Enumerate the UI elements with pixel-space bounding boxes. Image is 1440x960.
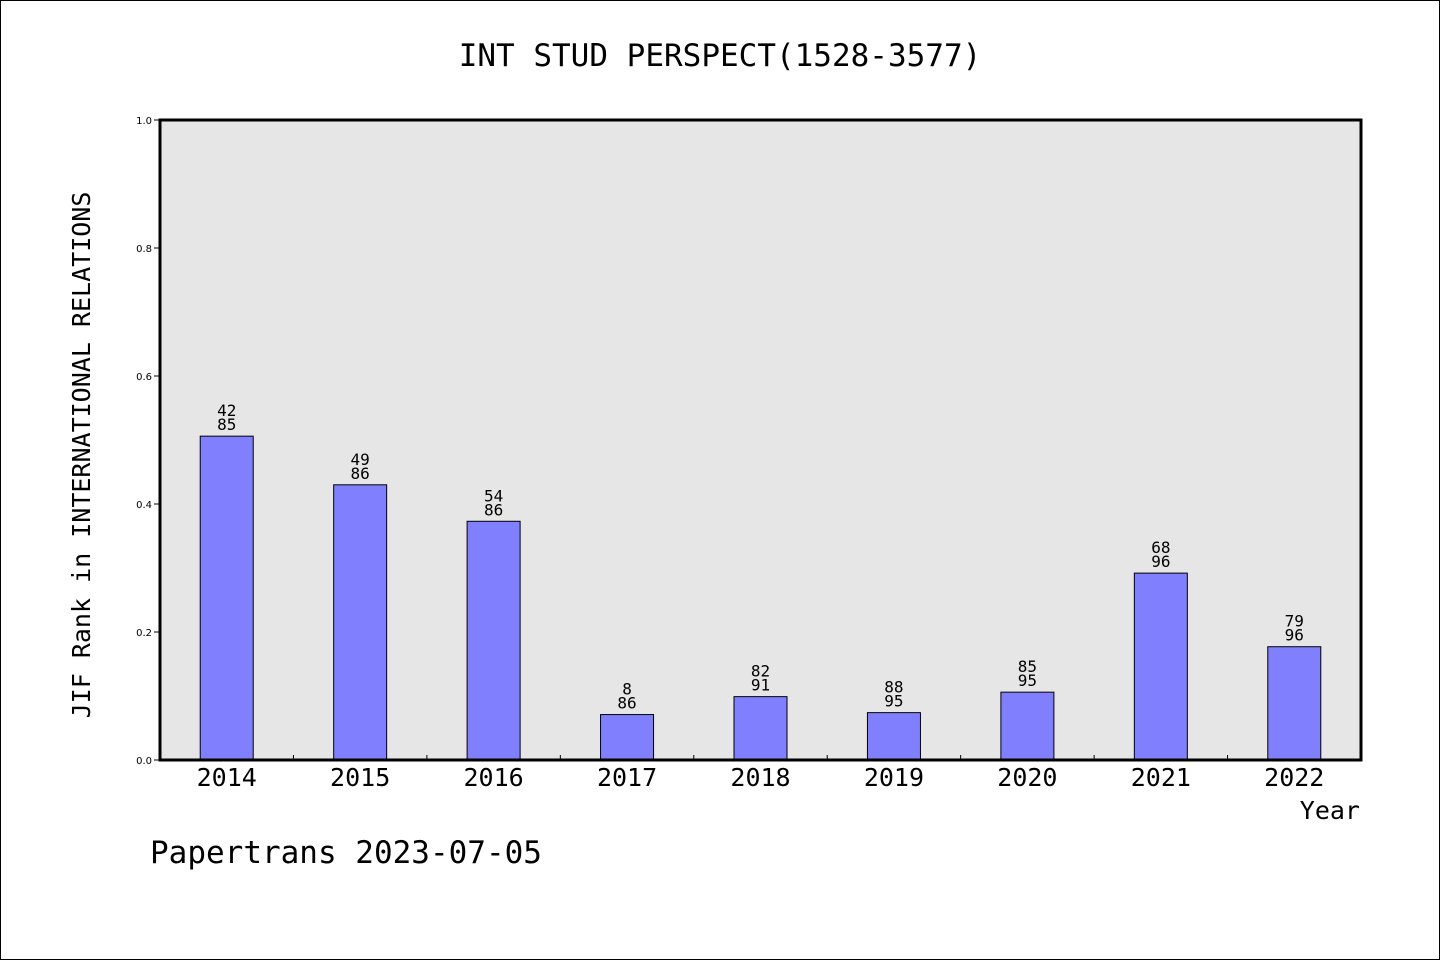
bar-label-total: 96 — [1285, 626, 1304, 645]
x-tick-label: 2018 — [730, 763, 790, 792]
chart-title: INT STUD PERSPECT(1528-3577) — [459, 38, 982, 74]
bar-label-total: 95 — [1018, 671, 1037, 690]
bar-label-total: 95 — [884, 692, 903, 711]
bar-label-total: 91 — [751, 676, 770, 695]
y-tick-label: 0.2 — [136, 628, 152, 639]
bar-label-total: 85 — [217, 415, 236, 434]
bar-label-rank: 85 — [1018, 657, 1037, 676]
bar-label-total: 86 — [484, 500, 503, 519]
bar-label-rank: 82 — [751, 662, 770, 681]
bar-label-rank: 54 — [484, 486, 503, 505]
x-tick-label: 2015 — [330, 763, 390, 792]
x-tick-label: 2020 — [997, 763, 1057, 792]
y-tick-label: 0.4 — [136, 500, 152, 511]
footer-credit: Papertrans 2023-07-05 — [150, 835, 542, 871]
plot-border — [158, 118, 1363, 762]
x-tick-label: 2014 — [197, 763, 257, 792]
bar-2015 — [333, 484, 388, 761]
bar-label-total: 86 — [351, 464, 370, 483]
y-tick-label: 1.0 — [136, 116, 152, 127]
x-tick-label: 2022 — [1264, 763, 1324, 792]
x-tick-label: 2019 — [864, 763, 924, 792]
bar-label-rank: 49 — [351, 450, 370, 469]
bar-label-rank: 79 — [1285, 612, 1304, 631]
bar-label-rank: 88 — [884, 678, 903, 697]
bar-label-rank: 8 — [622, 680, 632, 699]
bars-group — [199, 435, 1322, 761]
bar-2014 — [199, 435, 254, 761]
bar-label-rank: 68 — [1151, 538, 1170, 557]
bar-2018 — [733, 696, 788, 761]
bar-2022 — [1267, 646, 1322, 761]
y-axis-ticks: 0.0 0.2 0.4 0.6 0.8 1.0 — [136, 116, 160, 767]
x-tick-label: 2017 — [597, 763, 657, 792]
x-tick-label: 2021 — [1131, 763, 1191, 792]
x-tick-label: 2016 — [464, 763, 524, 792]
bar-2017 — [600, 714, 655, 761]
bar-2020 — [1000, 691, 1055, 761]
x-tick-labels-group: 2014 2015 2016 2017 2018 2019 2020 2021 2022 — [197, 763, 1325, 792]
bar-label-total: 86 — [617, 694, 636, 713]
y-tick-label: 0.6 — [136, 372, 152, 383]
bar-2016 — [466, 520, 521, 761]
y-tick-label: 0.0 — [136, 756, 152, 767]
bar-label-total: 96 — [1151, 552, 1170, 571]
y-tick-label: 0.8 — [136, 244, 152, 255]
bar-2021 — [1133, 572, 1188, 761]
x-axis-label: Year — [1300, 796, 1360, 825]
bar-2019 — [866, 712, 921, 761]
y-axis-label: JIF Rank in INTERNATIONAL RELATIONS — [67, 192, 96, 719]
bar-label-rank: 42 — [217, 401, 236, 420]
